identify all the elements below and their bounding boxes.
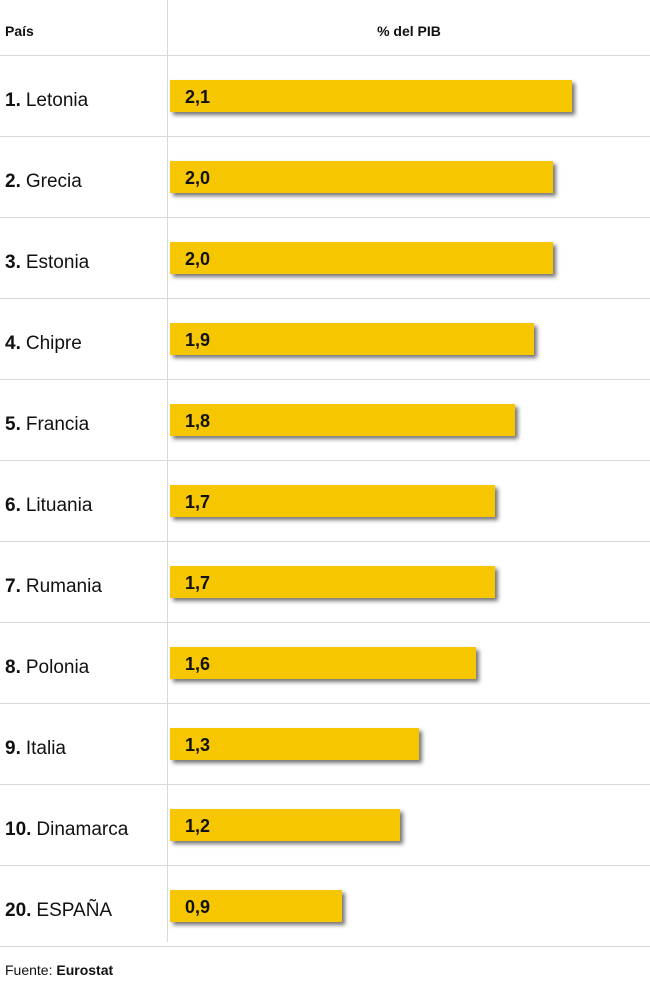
country-label: 10. Dinamarca	[5, 785, 128, 865]
rank-label: 2.	[5, 171, 21, 192]
country-label: 20. ESPAÑA	[5, 866, 112, 946]
bar: 1,7	[170, 566, 495, 598]
table-header: País % del PIB	[0, 0, 650, 56]
table-row: 5. Francia 1,8	[0, 380, 650, 461]
bar-value-label: 1,2	[185, 816, 211, 836]
bar: 2,1	[170, 80, 572, 112]
country-label: 5. Francia	[5, 380, 89, 460]
bar: 1,8	[170, 404, 515, 436]
country-name: Rumania	[25, 576, 102, 597]
rank-label: 9.	[5, 738, 21, 759]
country-label: 7. Rumania	[5, 542, 102, 622]
table-row: 10. Dinamarca 1,2	[0, 785, 650, 866]
bar-value-label: 2,1	[185, 87, 211, 107]
country-label: 2. Grecia	[5, 137, 82, 217]
table-row: 2. Grecia 2,0	[0, 137, 650, 218]
bar: 1,6	[170, 647, 476, 679]
rank-label: 1.	[5, 90, 21, 111]
country-label: 9. Italia	[5, 704, 66, 784]
bar-value-label: 2,0	[185, 168, 211, 188]
bar-value-label: 1,6	[185, 654, 211, 674]
rank-label: 20.	[5, 900, 32, 921]
table-row: 9. Italia 1,3	[0, 704, 650, 785]
country-name: Grecia	[25, 171, 82, 192]
value-column-header: % del PIB	[377, 23, 441, 39]
bar: 1,3	[170, 728, 419, 760]
table-row: 8. Polonia 1,6	[0, 623, 650, 704]
country-label: 6. Lituania	[5, 461, 92, 541]
country-name: Chipre	[25, 333, 82, 354]
bar: 1,7	[170, 485, 495, 517]
country-name: ESPAÑA	[36, 900, 113, 921]
country-name: Polonia	[25, 657, 90, 678]
column-divider	[167, 0, 168, 942]
table-row: 1. Letonia 2,1	[0, 56, 650, 137]
country-name: Dinamarca	[36, 819, 129, 840]
rank-label: 10.	[5, 819, 32, 840]
table-row: 3. Estonia 2,0	[0, 218, 650, 299]
country-label: 3. Estonia	[5, 218, 89, 298]
rank-label: 3.	[5, 252, 21, 273]
source-name: Eurostat	[56, 962, 114, 978]
bar-value-label: 1,8	[185, 411, 211, 431]
country-name: Italia	[25, 738, 66, 759]
country-name: Letonia	[25, 90, 89, 111]
bar-rows: 1. Letonia 2,1 2. Grecia 2,0 3. Estonia 2,0 4. Chi…	[0, 56, 650, 947]
rank-label: 8.	[5, 657, 21, 678]
bar-value-label: 1,9	[185, 330, 211, 350]
bar: 1,9	[170, 323, 534, 355]
source-prefix: Fuente:	[5, 962, 53, 978]
table-row: 4. Chipre 1,9	[0, 299, 650, 380]
country-name: Estonia	[25, 252, 90, 273]
country-label: 4. Chipre	[5, 299, 82, 379]
source-note: Fuente: Eurostat	[5, 962, 113, 978]
bar-value-label: 1,7	[185, 492, 211, 512]
bar-value-label: 0,9	[185, 897, 211, 917]
country-column-header: País	[5, 23, 34, 39]
rank-label: 6.	[5, 495, 21, 516]
bar: 2,0	[170, 242, 553, 274]
rank-label: 4.	[5, 333, 21, 354]
country-name: Lituania	[25, 495, 93, 516]
bar: 0,9	[170, 890, 342, 922]
rank-label: 5.	[5, 414, 21, 435]
country-name: Francia	[25, 414, 90, 435]
bar-value-label: 2,0	[185, 249, 211, 269]
bar-value-label: 1,7	[185, 573, 211, 593]
bar-value-label: 1,3	[185, 735, 211, 755]
bar: 2,0	[170, 161, 553, 193]
rank-label: 7.	[5, 576, 21, 597]
table-row: 6. Lituania 1,7	[0, 461, 650, 542]
table-row: 20. ESPAÑA 0,9	[0, 866, 650, 947]
country-label: 8. Polonia	[5, 623, 89, 703]
country-label: 1. Letonia	[5, 56, 88, 136]
table-row: 7. Rumania 1,7	[0, 542, 650, 623]
bar: 1,2	[170, 809, 400, 841]
